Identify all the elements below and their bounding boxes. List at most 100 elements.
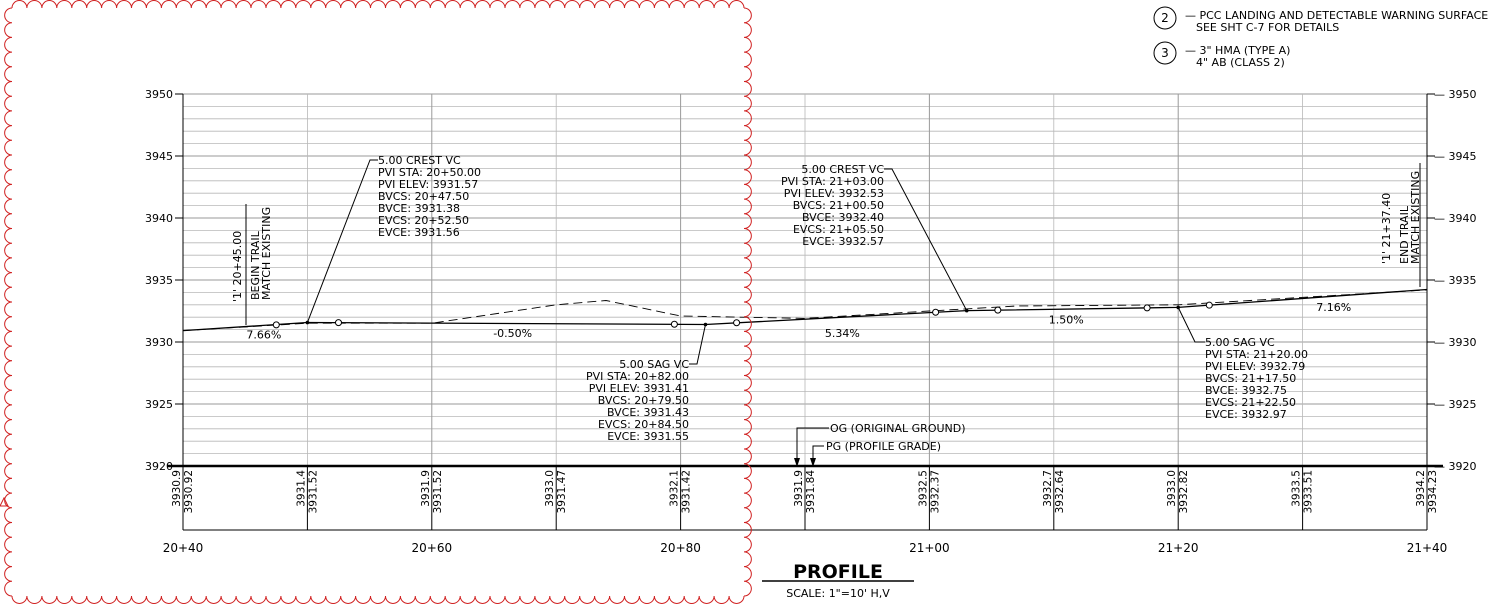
y-tick-label-left: 3935 [145, 274, 173, 287]
vc-leader-line [884, 168, 968, 311]
chart-axes: 3950 — 3950 3945 — 3945 3940 — 3940 3935 — 3935… [145, 88, 1477, 555]
grade-label: -0.50% [493, 327, 532, 340]
pg-callout-arrow [810, 458, 816, 467]
vc-point-marker [670, 320, 678, 328]
vc-point-marker [1205, 301, 1213, 309]
y-tick-label-right: — 3930 [1434, 336, 1477, 349]
vc-leader-line [306, 159, 378, 323]
vc-leader-line [689, 324, 706, 365]
station-table: 3930.9 3930.92 3931.4 3931.52 3931.9 3931.52 3… [167, 464, 1443, 531]
og-elevation-value: 3932.5 [917, 470, 929, 507]
vc-note-line: BVCS: 20+79.50 [598, 394, 689, 407]
y-tick-label-left: 3950 [145, 88, 173, 101]
pg-elevation-value: 3931.52 [307, 470, 319, 513]
pg-elevation-value: 3931.42 [681, 470, 693, 513]
legend-callout-circle [1153, 6, 1177, 30]
vc-note-line: 5.00 CREST VC [801, 163, 884, 176]
pg-elevation-value: 3931.47 [556, 470, 568, 513]
chart-title: PROFILE [793, 561, 883, 583]
end-station-label: '1' 21+37.40 [1380, 193, 1393, 264]
vc-point-marker [932, 308, 940, 316]
vc-note-line: EVCS: 21+22.50 [1205, 396, 1296, 409]
x-tick-label: 20+60 [412, 541, 453, 555]
legend-line: — PCC LANDING AND DETECTABLE WARNING SUR… [1185, 9, 1488, 22]
pvi-dot [305, 320, 310, 325]
pg-elevation-value: 3932.82 [1178, 470, 1190, 513]
vc-note-line: BVCS: 20+47.50 [378, 190, 469, 203]
vc-note-line: EVCE: 3931.56 [378, 226, 460, 239]
title-block: PROFILE SCALE: 1"=10' H,V [762, 561, 914, 600]
legend-callout-number: 3 [1161, 46, 1169, 60]
legend-callout-circle [1153, 41, 1177, 65]
pg-elevation-value: 3931.52 [432, 470, 444, 513]
y-tick-label-left: 3945 [145, 150, 173, 163]
pg-elevation-value: 3932.64 [1054, 470, 1066, 514]
revision-cloud-outline [4, 0, 752, 604]
vc-note-line: EVCE: 3932.97 [1205, 408, 1287, 421]
pg-elevation-value: 3930.92 [183, 470, 195, 513]
y-tick-label-right: — 3935 [1434, 274, 1477, 287]
vc-note-line: EVCE: 3931.55 [607, 430, 689, 443]
vc-note-line: BVCE: 3932.75 [1205, 384, 1287, 397]
chart-subtitle: SCALE: 1"=10' H,V [786, 587, 890, 600]
begin-station-label: '1' 20+45.00 [231, 231, 244, 302]
vc-leader-line [1177, 307, 1205, 343]
y-tick-label-left: 3940 [145, 212, 173, 225]
og-elevation-value: 3931.9 [420, 470, 432, 507]
vc-point-marker [994, 306, 1002, 314]
og-callout-arrow [794, 458, 800, 467]
pg-callout-label: PG (PROFILE GRADE) [826, 440, 941, 453]
og-elevation-value: 3931.4 [295, 470, 307, 507]
begin-trail-label: MATCH EXISTING [260, 207, 273, 300]
vc-note-line: 5.00 SAG VC [619, 358, 689, 371]
x-tick-label: 21+40 [1407, 541, 1448, 555]
og-callout-label: OG (ORIGINAL GROUND) [830, 422, 966, 435]
og-callout-leader [796, 427, 829, 466]
grade-label: 7.16% [1316, 301, 1351, 314]
y-tick-label-right: — 3920 [1434, 460, 1477, 473]
x-tick-label: 20+40 [163, 541, 204, 555]
vc-note-line: BVCS: 21+17.50 [1205, 372, 1296, 385]
pg-callout-leader [812, 445, 824, 466]
y-tick-label-right: — 3940 [1434, 212, 1477, 225]
revision-cloud [0, 0, 752, 604]
vc-point-marker [272, 321, 280, 329]
og-elevation-value: 3932.1 [669, 470, 681, 507]
vc-note-line: PVI ELEV: 3931.57 [378, 178, 478, 191]
grade-label: 1.50% [1049, 313, 1084, 326]
y-tick-label-left: 3925 [145, 398, 173, 411]
grade-label: 5.34% [825, 327, 860, 340]
og-elevation-value: 3933.0 [544, 470, 556, 507]
y-tick-label-right: — 3945 [1434, 150, 1477, 163]
x-tick-label: 21+00 [909, 541, 950, 555]
end-trail-label: END TRAIL [1398, 205, 1411, 264]
vc-note-line: 5.00 CREST VC [378, 154, 461, 167]
vc-note-line: BVCS: 21+00.50 [793, 199, 884, 212]
vc-note-line: BVCE: 3931.43 [607, 406, 689, 419]
grade-label: 7.66% [246, 328, 281, 341]
og-elevation-value: 3933.5 [1291, 470, 1303, 507]
revision-delta-icon [0, 496, 9, 507]
vc-note-line: BVCE: 3931.38 [378, 202, 460, 215]
vc-note-line: EVCS: 20+84.50 [598, 418, 689, 431]
og-elevation-value: 3933.0 [1166, 470, 1178, 507]
y-tick-label-right: — 3950 [1434, 88, 1477, 101]
y-tick-label-left: 3920 [145, 460, 173, 473]
y-tick-label-right: — 3925 [1434, 398, 1477, 411]
x-tick-label: 21+20 [1158, 541, 1199, 555]
vc-note-line: 5.00 SAG VC [1205, 336, 1275, 349]
vc-note-line: PVI STA: 20+50.00 [378, 166, 481, 179]
og-elevation-value: 3934.2 [1415, 470, 1427, 507]
og-elevation-value: 3930.9 [171, 470, 183, 507]
pg-elevation-value: 3932.37 [929, 470, 941, 513]
y-tick-label-left: 3930 [145, 336, 173, 349]
legend-line: — 3" HMA (TYPE A) [1185, 44, 1290, 57]
vc-note-line: PVI ELEV: 3931.41 [589, 382, 689, 395]
pg-elevation-value: 3931.84 [805, 470, 817, 514]
profile-series: 7.66% -0.50% 5.34% 1.50% 7.16% [182, 288, 1428, 341]
vc-note-line: PVI STA: 21+03.00 [781, 175, 884, 188]
vc-note-line: EVCS: 20+52.50 [378, 214, 469, 227]
vc-point-marker [335, 319, 342, 327]
